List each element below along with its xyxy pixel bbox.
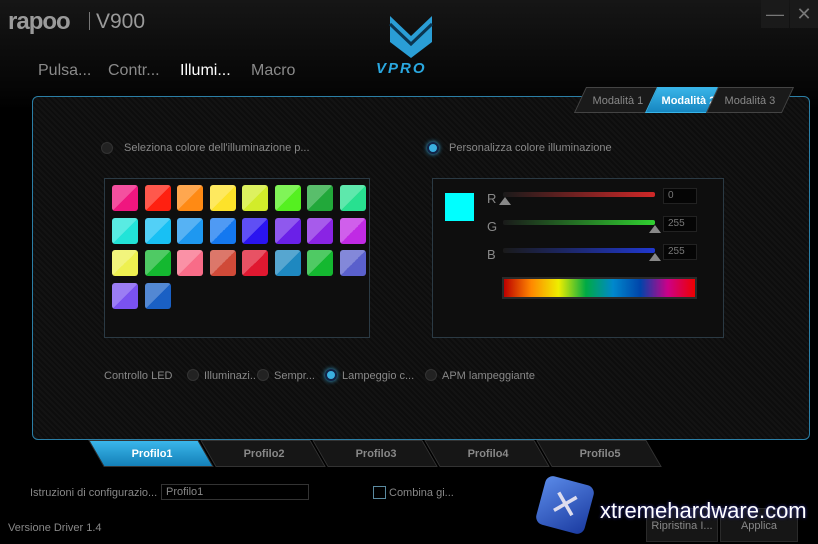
color-swatch[interactable] bbox=[144, 185, 171, 211]
minimize-button[interactable]: — bbox=[761, 0, 789, 28]
tab-macro[interactable]: Macro bbox=[251, 62, 296, 79]
tab-controls[interactable]: Contr... bbox=[108, 62, 160, 79]
color-swatch[interactable] bbox=[177, 185, 203, 211]
close-icon: ✕ bbox=[796, 4, 812, 24]
color-swatch[interactable] bbox=[144, 250, 171, 276]
combine-label: Combina gi... bbox=[389, 487, 454, 499]
preset-color-label: Seleziona colore dell'illuminazione p... bbox=[124, 142, 310, 154]
profile-tab-3[interactable]: Profilo3 bbox=[312, 440, 438, 467]
color-swatch[interactable] bbox=[274, 250, 301, 276]
channel-value-input[interactable]: 255 bbox=[663, 244, 697, 260]
channel-slider-thumb[interactable] bbox=[649, 253, 661, 261]
color-swatch[interactable] bbox=[112, 250, 138, 276]
profile-name-input[interactable]: Profilo1 bbox=[161, 484, 309, 500]
divider bbox=[89, 12, 90, 30]
swatch-panel bbox=[104, 178, 370, 338]
color-swatch[interactable] bbox=[242, 217, 268, 244]
profile-tab-5[interactable]: Profilo5 bbox=[536, 440, 662, 467]
color-swatch[interactable] bbox=[339, 185, 366, 211]
led-option-label: Illuminazi.. bbox=[204, 370, 256, 382]
color-swatch[interactable] bbox=[274, 185, 301, 211]
led-option-label: APM lampeggiante bbox=[442, 370, 535, 382]
reset-button[interactable]: Ripristina I... bbox=[646, 508, 718, 542]
color-swatch[interactable] bbox=[112, 217, 138, 244]
tab-lighting[interactable]: Illumi... bbox=[180, 62, 231, 79]
color-preview bbox=[445, 193, 474, 221]
color-swatch[interactable] bbox=[209, 217, 236, 244]
channel-value-input[interactable]: 0 bbox=[663, 188, 697, 204]
led-option-radio[interactable] bbox=[187, 369, 199, 381]
profile-tab-1[interactable]: Profilo1 bbox=[88, 440, 214, 467]
color-swatch[interactable] bbox=[112, 185, 138, 211]
led-option-label: Sempr... bbox=[274, 370, 315, 382]
color-swatch[interactable] bbox=[144, 282, 171, 309]
channel-label: R bbox=[487, 191, 497, 206]
color-swatch[interactable] bbox=[339, 217, 366, 244]
profile-tab-4[interactable]: Profilo4 bbox=[424, 440, 550, 467]
color-swatch[interactable] bbox=[209, 185, 236, 211]
color-swatch[interactable] bbox=[209, 250, 236, 276]
channel-label: B bbox=[487, 247, 496, 262]
led-option-radio[interactable] bbox=[257, 369, 269, 381]
custom-color-label: Personalizza colore illuminazione bbox=[449, 142, 612, 154]
combine-checkbox[interactable] bbox=[373, 486, 386, 499]
channel-slider-track[interactable] bbox=[503, 220, 655, 225]
channel-value-input[interactable]: 255 bbox=[663, 216, 697, 232]
close-button[interactable]: ✕ bbox=[790, 0, 818, 28]
custom-color-panel: R 0 G 255 B 255 bbox=[432, 178, 724, 338]
tab-buttons[interactable]: Pulsa... bbox=[38, 62, 92, 79]
vpro-logo-icon bbox=[388, 16, 434, 58]
profile-tab-2[interactable]: Profilo2 bbox=[200, 440, 326, 467]
color-swatch[interactable] bbox=[307, 217, 333, 244]
color-swatch[interactable] bbox=[112, 282, 138, 309]
driver-version: Versione Driver 1.4 bbox=[8, 522, 102, 534]
color-swatch[interactable] bbox=[242, 185, 268, 211]
channel-slider-track[interactable] bbox=[503, 192, 655, 197]
channel-slider-track[interactable] bbox=[503, 248, 655, 253]
color-swatch[interactable] bbox=[242, 250, 268, 276]
color-swatch[interactable] bbox=[144, 217, 171, 244]
color-swatch[interactable] bbox=[307, 185, 333, 211]
channel-slider-thumb[interactable] bbox=[499, 197, 511, 205]
channel-slider-thumb[interactable] bbox=[649, 225, 661, 233]
mode-tab-3[interactable]: Modalità 3 bbox=[705, 87, 795, 113]
apply-button[interactable]: Applica bbox=[720, 508, 798, 542]
led-control-label: Controllo LED bbox=[104, 370, 173, 382]
led-option-label: Lampeggio c... bbox=[342, 370, 415, 382]
minimize-icon: — bbox=[766, 4, 784, 24]
color-swatch[interactable] bbox=[274, 217, 301, 244]
color-swatch[interactable] bbox=[177, 250, 203, 276]
color-swatch[interactable] bbox=[339, 250, 366, 276]
watermark-text: xtremehardware.com bbox=[600, 498, 807, 523]
color-swatch[interactable] bbox=[307, 250, 333, 276]
config-label: Istruzioni di configurazio... bbox=[30, 487, 158, 499]
color-swatch[interactable] bbox=[177, 217, 203, 244]
led-option-radio[interactable] bbox=[425, 369, 437, 381]
preset-color-radio[interactable] bbox=[101, 142, 113, 154]
model-name: V900 bbox=[96, 10, 146, 33]
led-option-radio[interactable] bbox=[325, 369, 337, 381]
vpro-logo-text: VPRO bbox=[376, 60, 427, 77]
custom-color-radio[interactable] bbox=[427, 142, 439, 154]
channel-label: G bbox=[487, 219, 498, 234]
brand-logo: rapoo bbox=[8, 8, 71, 35]
color-spectrum-picker[interactable] bbox=[502, 277, 697, 299]
